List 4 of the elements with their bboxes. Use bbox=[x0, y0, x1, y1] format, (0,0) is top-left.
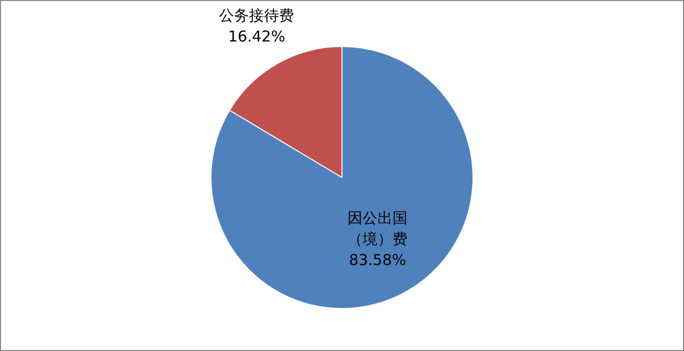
slice-label: 公务接待费 bbox=[219, 6, 294, 24]
data-label: 16.42% bbox=[228, 27, 286, 46]
slice-label: 因公出国（境）费 bbox=[348, 209, 408, 248]
data-label: 83.58% bbox=[348, 251, 406, 270]
